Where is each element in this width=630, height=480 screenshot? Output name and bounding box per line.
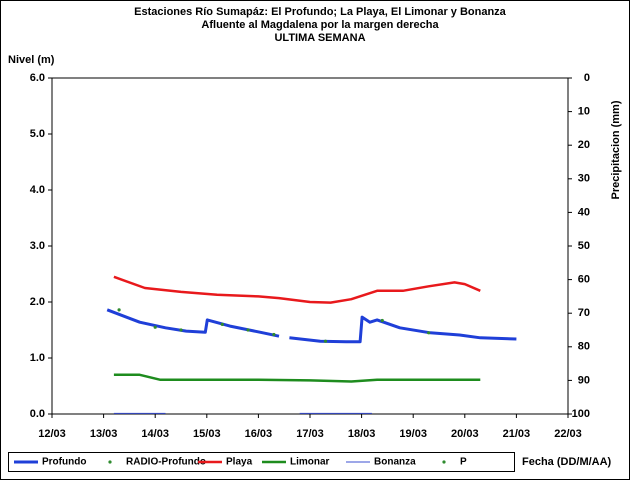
y2-tick-label: 40	[578, 206, 590, 218]
x-tick-label: 14/03	[141, 428, 169, 440]
y-tick-label: 4.0	[30, 184, 45, 196]
x-tick-label: 18/03	[348, 428, 376, 440]
legend	[8, 452, 515, 472]
x-tick-label: 19/03	[399, 428, 427, 440]
y2-tick-label: 50	[578, 240, 590, 252]
chart-title: Afluente al Magdalena por la margen dere…	[201, 19, 439, 31]
data-point	[117, 308, 121, 312]
y2-tick-label: 20	[578, 139, 590, 151]
y-axis-label: Nivel (m)	[8, 54, 55, 66]
series-line	[113, 275, 481, 304]
y2-tick-label: 10	[578, 106, 590, 118]
legend-marker	[108, 460, 112, 464]
chart-title: ULTIMA SEMANA	[274, 32, 365, 44]
y-tick-label: 1.0	[30, 352, 45, 364]
x-tick-label: 13/03	[90, 428, 118, 440]
data-point	[272, 332, 276, 337]
y-tick-label: 2.0	[30, 296, 45, 308]
legend-label: Profundo	[42, 457, 86, 468]
data-point	[179, 328, 183, 332]
data-point	[246, 328, 250, 332]
data-point	[153, 325, 157, 329]
x-tick-label: 21/03	[503, 428, 531, 440]
y2-tick-label: 0	[584, 72, 590, 84]
y-tick-label: 5.0	[30, 128, 45, 140]
y-tick-label: 3.0	[30, 240, 45, 252]
legend-marker	[442, 460, 446, 464]
x-tick-label: 15/03	[193, 428, 221, 440]
legend-label: Limonar	[290, 457, 330, 468]
legend-label: RADIO-Profundo	[126, 457, 206, 468]
y2-tick-label: 100	[572, 408, 590, 420]
chart-title: Estaciones Río Sumapáz: El Profundo; La …	[134, 6, 507, 18]
data-point	[323, 339, 328, 343]
y2-tick-label: 60	[578, 274, 590, 286]
y2-tick-label: 70	[578, 307, 590, 319]
legend-label: P	[460, 457, 467, 468]
x-tick-label: 22/03	[554, 428, 582, 440]
y2-axis-label: Precipitacion (mm)	[610, 100, 622, 199]
x-tick-label: 17/03	[296, 428, 324, 440]
series-line	[289, 315, 517, 344]
data-point	[220, 322, 224, 326]
y-tick-label: 0.0	[30, 408, 45, 420]
legend-label: Bonanza	[374, 457, 416, 468]
legend-label: Playa	[226, 457, 253, 468]
y2-tick-label: 90	[578, 374, 590, 386]
y2-tick-label: 80	[578, 341, 590, 353]
series-line	[106, 308, 280, 338]
y-tick-label: 6.0	[30, 72, 45, 84]
data-point	[427, 331, 431, 335]
x-tick-label: 12/03	[38, 428, 66, 440]
y2-tick-label: 30	[578, 173, 590, 185]
x-tick-label: 16/03	[245, 428, 273, 440]
x-axis-label: Fecha (DD/M/AA)	[522, 456, 612, 468]
x-tick-label: 20/03	[451, 428, 479, 440]
data-point	[380, 318, 384, 323]
series-line	[113, 373, 481, 383]
